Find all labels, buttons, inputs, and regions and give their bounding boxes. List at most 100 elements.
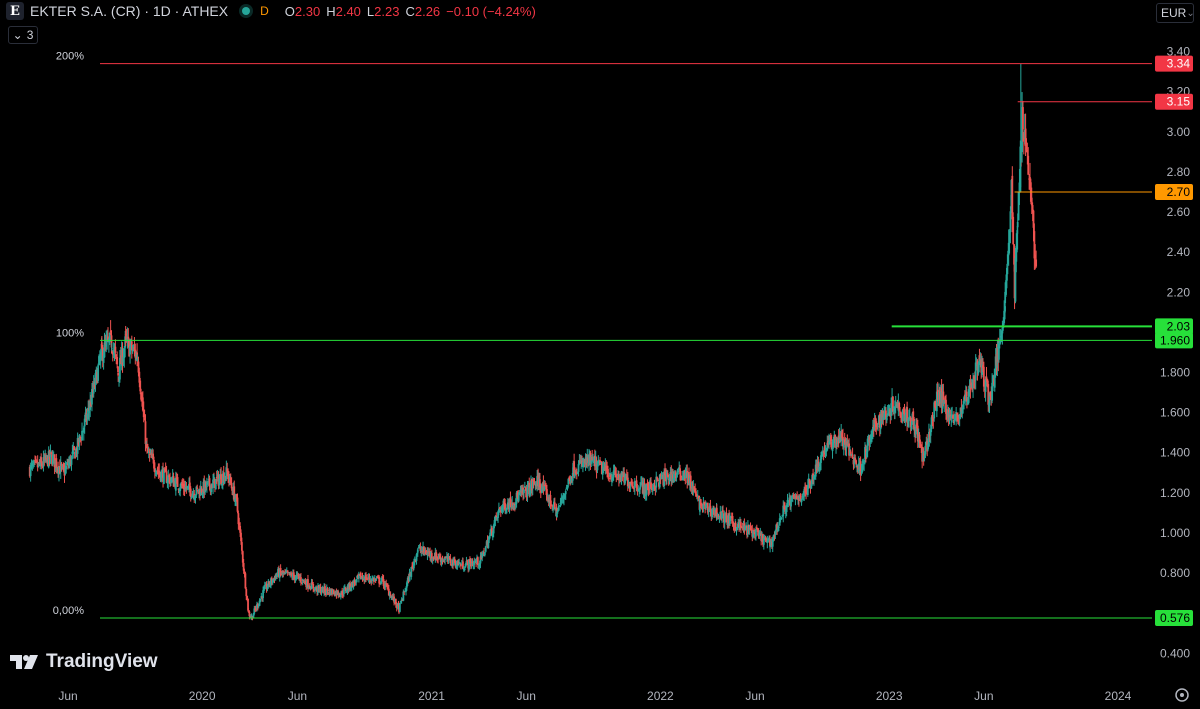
candle-body xyxy=(160,471,163,482)
x-tick-label: 2020 xyxy=(189,689,216,703)
gear-icon[interactable] xyxy=(1175,688,1189,702)
candle-body xyxy=(191,493,194,498)
candle-body xyxy=(368,576,371,580)
open-label: O xyxy=(284,3,295,19)
candle-body xyxy=(1033,231,1036,259)
candle-body xyxy=(107,336,109,341)
candle-body xyxy=(1026,150,1029,153)
candle-body xyxy=(532,480,535,482)
tradingview-logo[interactable]: TradingView xyxy=(10,650,158,674)
candle-body xyxy=(803,489,806,495)
candle-body xyxy=(907,417,910,420)
candle-body xyxy=(557,505,560,511)
candle-body xyxy=(608,477,611,479)
candle-body xyxy=(478,563,481,567)
candle-body xyxy=(871,426,874,435)
candle-body xyxy=(168,475,171,478)
candle-body xyxy=(112,350,115,353)
candle-body xyxy=(311,582,314,585)
candle-body xyxy=(51,455,54,465)
symbol-logo-icon[interactable]: Ε xyxy=(6,2,24,20)
candle-body xyxy=(916,425,919,442)
candle-body xyxy=(524,487,527,491)
candle-body xyxy=(498,507,501,509)
candle-body xyxy=(755,529,757,537)
candle-body xyxy=(949,414,952,418)
candle-body xyxy=(771,538,774,547)
candle-body xyxy=(906,407,909,423)
candle-body xyxy=(596,461,599,471)
candle-body xyxy=(227,470,230,480)
candle-body xyxy=(695,495,698,497)
candle-body xyxy=(749,527,752,530)
candle-body xyxy=(286,570,289,573)
candle-body xyxy=(629,483,632,486)
candle-body xyxy=(967,389,970,403)
candle-body xyxy=(133,347,136,351)
candle-body xyxy=(268,581,271,586)
candle-body xyxy=(177,488,180,490)
candle-body xyxy=(927,444,929,450)
symbol-title[interactable]: EKTER S.A. (CR) · 1D · ATHEX xyxy=(30,3,229,19)
y-tick-label: 0.400 xyxy=(1160,646,1190,660)
candle-body xyxy=(693,486,696,490)
candle-body xyxy=(739,522,742,528)
candle-body xyxy=(40,463,43,467)
price-axis[interactable]: 3.403.203.002.802.602.402.201.8001.6001.… xyxy=(1155,45,1193,661)
x-tick-label: Jun xyxy=(745,689,764,703)
candle-body xyxy=(744,525,747,531)
candle-body xyxy=(110,348,113,350)
candle-body xyxy=(591,456,594,461)
data-badge[interactable]: D xyxy=(260,4,269,18)
candle-body xyxy=(626,477,629,487)
candle-body xyxy=(782,505,785,517)
candle-body xyxy=(387,587,389,589)
candle-body xyxy=(709,505,712,513)
candle-body xyxy=(740,526,743,528)
time-axis[interactable]: Jun 2020 Jun 2021 Jun 2022 Jun 2023 Jun 2024 xyxy=(58,688,1189,703)
horizontal-levels: 200% 100% 0,00% xyxy=(53,51,1152,619)
candle-body xyxy=(605,465,608,471)
candle-body xyxy=(165,471,168,483)
candle-body xyxy=(489,532,492,537)
candle-body xyxy=(1015,245,1018,262)
candle-body xyxy=(237,513,240,525)
currency-selector[interactable]: EUR ⌄ xyxy=(1156,3,1195,23)
candle-body xyxy=(932,418,935,421)
candle-body xyxy=(307,586,310,588)
candle-body xyxy=(357,574,360,579)
candle-body xyxy=(115,354,118,357)
candle-body xyxy=(684,473,687,479)
candle-body xyxy=(152,453,155,459)
candle-body xyxy=(958,414,961,418)
candle-body xyxy=(650,482,652,488)
candle-body xyxy=(1003,310,1006,324)
candle-body xyxy=(601,468,604,475)
indicators-toggle-button[interactable]: ⌄ 3 xyxy=(8,26,38,44)
candle-body xyxy=(186,486,189,489)
candle-body xyxy=(55,458,58,469)
candle-body xyxy=(284,572,287,574)
candle-body xyxy=(223,477,226,484)
candle-body xyxy=(233,486,236,502)
candle-body xyxy=(606,468,609,471)
candle-body xyxy=(490,527,493,536)
candle-body xyxy=(706,502,709,513)
candle-body xyxy=(516,492,519,498)
candle-body xyxy=(699,499,702,506)
candle-body xyxy=(1021,107,1023,153)
candle-body xyxy=(820,455,822,463)
candle-body xyxy=(853,457,856,464)
market-status-icon[interactable] xyxy=(242,7,251,15)
candle-body xyxy=(625,474,627,476)
candle-body xyxy=(696,496,699,498)
price-label: 3.34 xyxy=(1167,57,1191,71)
candle-body xyxy=(226,469,229,472)
candle-body xyxy=(769,545,771,548)
candle-body xyxy=(745,525,748,527)
candle-body xyxy=(423,546,425,553)
candle-body xyxy=(849,451,852,456)
candle-body xyxy=(295,575,298,579)
candle-body xyxy=(431,558,434,560)
